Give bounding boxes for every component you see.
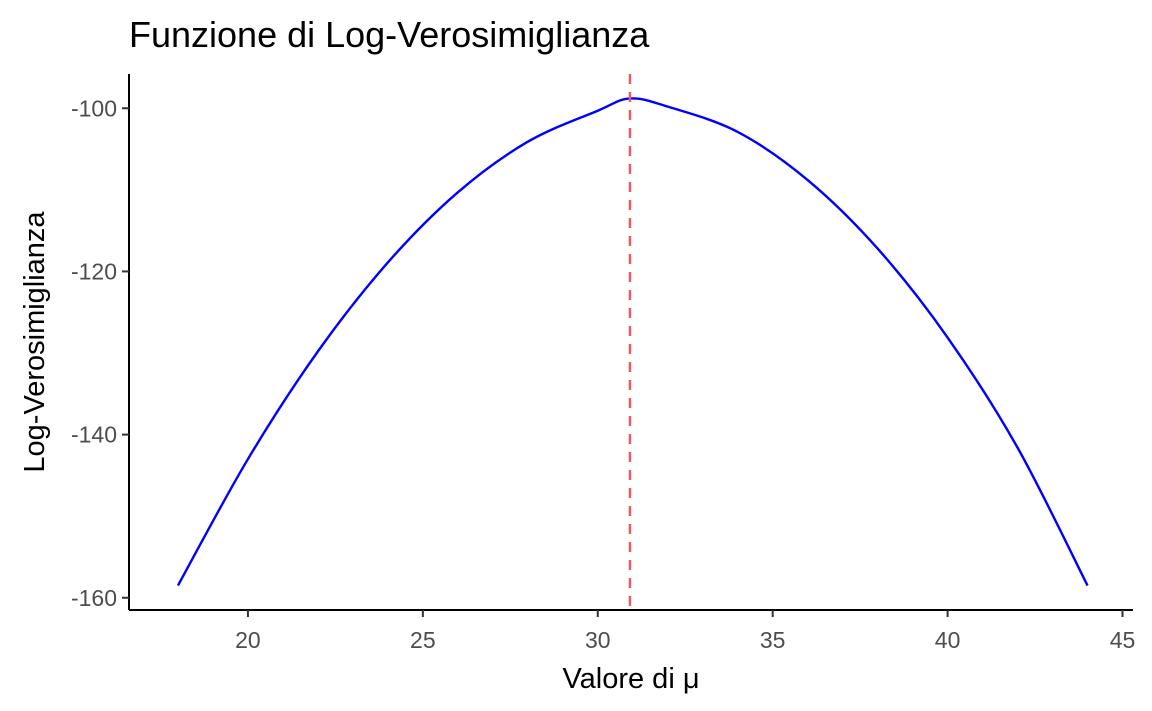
y-axis-title: Log-Verosimiglianza	[19, 211, 51, 473]
y-tick-label: -120	[71, 258, 117, 284]
x-axis-ticks: 20 25 30 35 40 45	[235, 610, 1135, 653]
y-tick-label: -100	[71, 95, 117, 121]
y-axis-ticks: -100 -120 -140 -160	[71, 95, 129, 611]
x-tick-label: 30	[585, 627, 611, 653]
x-tick-label: 40	[935, 627, 961, 653]
log-likelihood-curve-0	[176, 97, 1089, 587]
plot-area	[176, 74, 1089, 610]
x-tick-label: 20	[235, 627, 261, 653]
chart-title: Funzione di Log-Verosimiglianza	[129, 14, 650, 55]
x-tick-label: 45	[1110, 627, 1136, 653]
y-tick-label: -140	[71, 422, 117, 448]
x-tick-label: 25	[410, 627, 436, 653]
y-tick-label: -160	[71, 585, 117, 611]
x-axis-title: Valore di μ	[562, 663, 699, 695]
x-tick-label: 35	[760, 627, 786, 653]
